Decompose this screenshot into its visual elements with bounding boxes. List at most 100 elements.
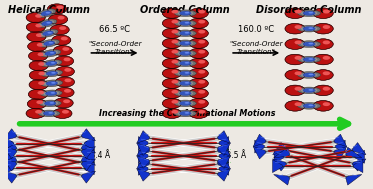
Polygon shape: [273, 159, 286, 171]
Ellipse shape: [185, 32, 189, 34]
Ellipse shape: [178, 71, 193, 76]
Ellipse shape: [313, 85, 333, 96]
Ellipse shape: [301, 73, 317, 77]
Ellipse shape: [303, 73, 315, 77]
Text: 66.5 ºC: 66.5 ºC: [99, 25, 130, 34]
Ellipse shape: [198, 40, 205, 43]
Ellipse shape: [323, 71, 330, 75]
Ellipse shape: [172, 100, 178, 104]
Ellipse shape: [46, 12, 50, 14]
Polygon shape: [138, 149, 148, 162]
Ellipse shape: [162, 48, 181, 58]
Text: Helical Column: Helical Column: [8, 5, 90, 15]
Ellipse shape: [54, 98, 73, 108]
Ellipse shape: [303, 27, 315, 31]
Ellipse shape: [39, 100, 61, 107]
Ellipse shape: [179, 91, 191, 95]
Ellipse shape: [198, 10, 205, 13]
Ellipse shape: [41, 60, 62, 67]
Polygon shape: [137, 143, 150, 156]
Polygon shape: [274, 174, 290, 185]
Polygon shape: [3, 159, 17, 171]
Ellipse shape: [308, 74, 313, 75]
Ellipse shape: [185, 22, 189, 24]
Text: Disordered Column: Disordered Column: [256, 5, 362, 15]
Ellipse shape: [285, 54, 305, 65]
Ellipse shape: [298, 102, 321, 109]
Ellipse shape: [323, 56, 330, 60]
Ellipse shape: [63, 99, 70, 103]
Ellipse shape: [41, 111, 57, 116]
Polygon shape: [81, 159, 95, 171]
Ellipse shape: [295, 87, 302, 91]
Ellipse shape: [185, 82, 189, 84]
Ellipse shape: [285, 39, 305, 49]
Polygon shape: [137, 156, 150, 168]
Ellipse shape: [185, 42, 189, 44]
Ellipse shape: [53, 46, 72, 56]
Ellipse shape: [37, 19, 57, 28]
Ellipse shape: [172, 110, 178, 114]
Polygon shape: [274, 150, 284, 163]
Ellipse shape: [198, 110, 205, 114]
Ellipse shape: [179, 31, 191, 35]
Polygon shape: [334, 146, 347, 159]
Ellipse shape: [298, 10, 321, 17]
Polygon shape: [217, 169, 231, 181]
Ellipse shape: [313, 101, 333, 111]
Ellipse shape: [189, 78, 208, 88]
Ellipse shape: [40, 20, 54, 26]
Ellipse shape: [174, 100, 197, 107]
Ellipse shape: [298, 72, 321, 78]
Polygon shape: [217, 131, 231, 143]
Ellipse shape: [198, 70, 205, 74]
Ellipse shape: [29, 80, 48, 90]
Ellipse shape: [35, 24, 43, 27]
Ellipse shape: [43, 51, 58, 56]
Ellipse shape: [37, 91, 44, 94]
Polygon shape: [352, 143, 366, 155]
Ellipse shape: [313, 39, 333, 49]
Ellipse shape: [301, 57, 317, 62]
Polygon shape: [3, 146, 17, 159]
Ellipse shape: [174, 20, 197, 27]
Ellipse shape: [59, 26, 66, 30]
Ellipse shape: [189, 38, 208, 48]
Ellipse shape: [189, 88, 208, 98]
Polygon shape: [137, 169, 150, 181]
Ellipse shape: [36, 100, 43, 104]
Ellipse shape: [172, 10, 178, 13]
Ellipse shape: [38, 72, 46, 75]
Ellipse shape: [50, 25, 69, 35]
Ellipse shape: [303, 104, 315, 108]
Text: Ordered Column: Ordered Column: [141, 5, 230, 15]
Polygon shape: [334, 134, 347, 147]
Ellipse shape: [313, 54, 333, 65]
Ellipse shape: [41, 70, 63, 77]
Ellipse shape: [298, 25, 321, 32]
Ellipse shape: [178, 61, 193, 66]
Polygon shape: [137, 156, 150, 169]
Ellipse shape: [27, 32, 46, 42]
Ellipse shape: [301, 26, 317, 31]
Ellipse shape: [162, 8, 181, 18]
Ellipse shape: [174, 40, 197, 47]
Ellipse shape: [295, 71, 302, 75]
Polygon shape: [4, 137, 13, 150]
Text: "Second-Order
Transition": "Second-Order Transition": [229, 41, 283, 55]
Ellipse shape: [301, 11, 317, 15]
Ellipse shape: [308, 12, 313, 14]
Ellipse shape: [63, 58, 70, 61]
Ellipse shape: [313, 23, 333, 34]
Ellipse shape: [298, 87, 321, 94]
Ellipse shape: [179, 81, 191, 85]
Polygon shape: [137, 131, 150, 143]
Ellipse shape: [26, 22, 46, 32]
Ellipse shape: [162, 78, 181, 88]
Ellipse shape: [174, 90, 197, 97]
Ellipse shape: [189, 28, 208, 38]
Ellipse shape: [285, 23, 305, 34]
Polygon shape: [217, 143, 231, 156]
Polygon shape: [346, 174, 362, 185]
Ellipse shape: [29, 70, 48, 80]
